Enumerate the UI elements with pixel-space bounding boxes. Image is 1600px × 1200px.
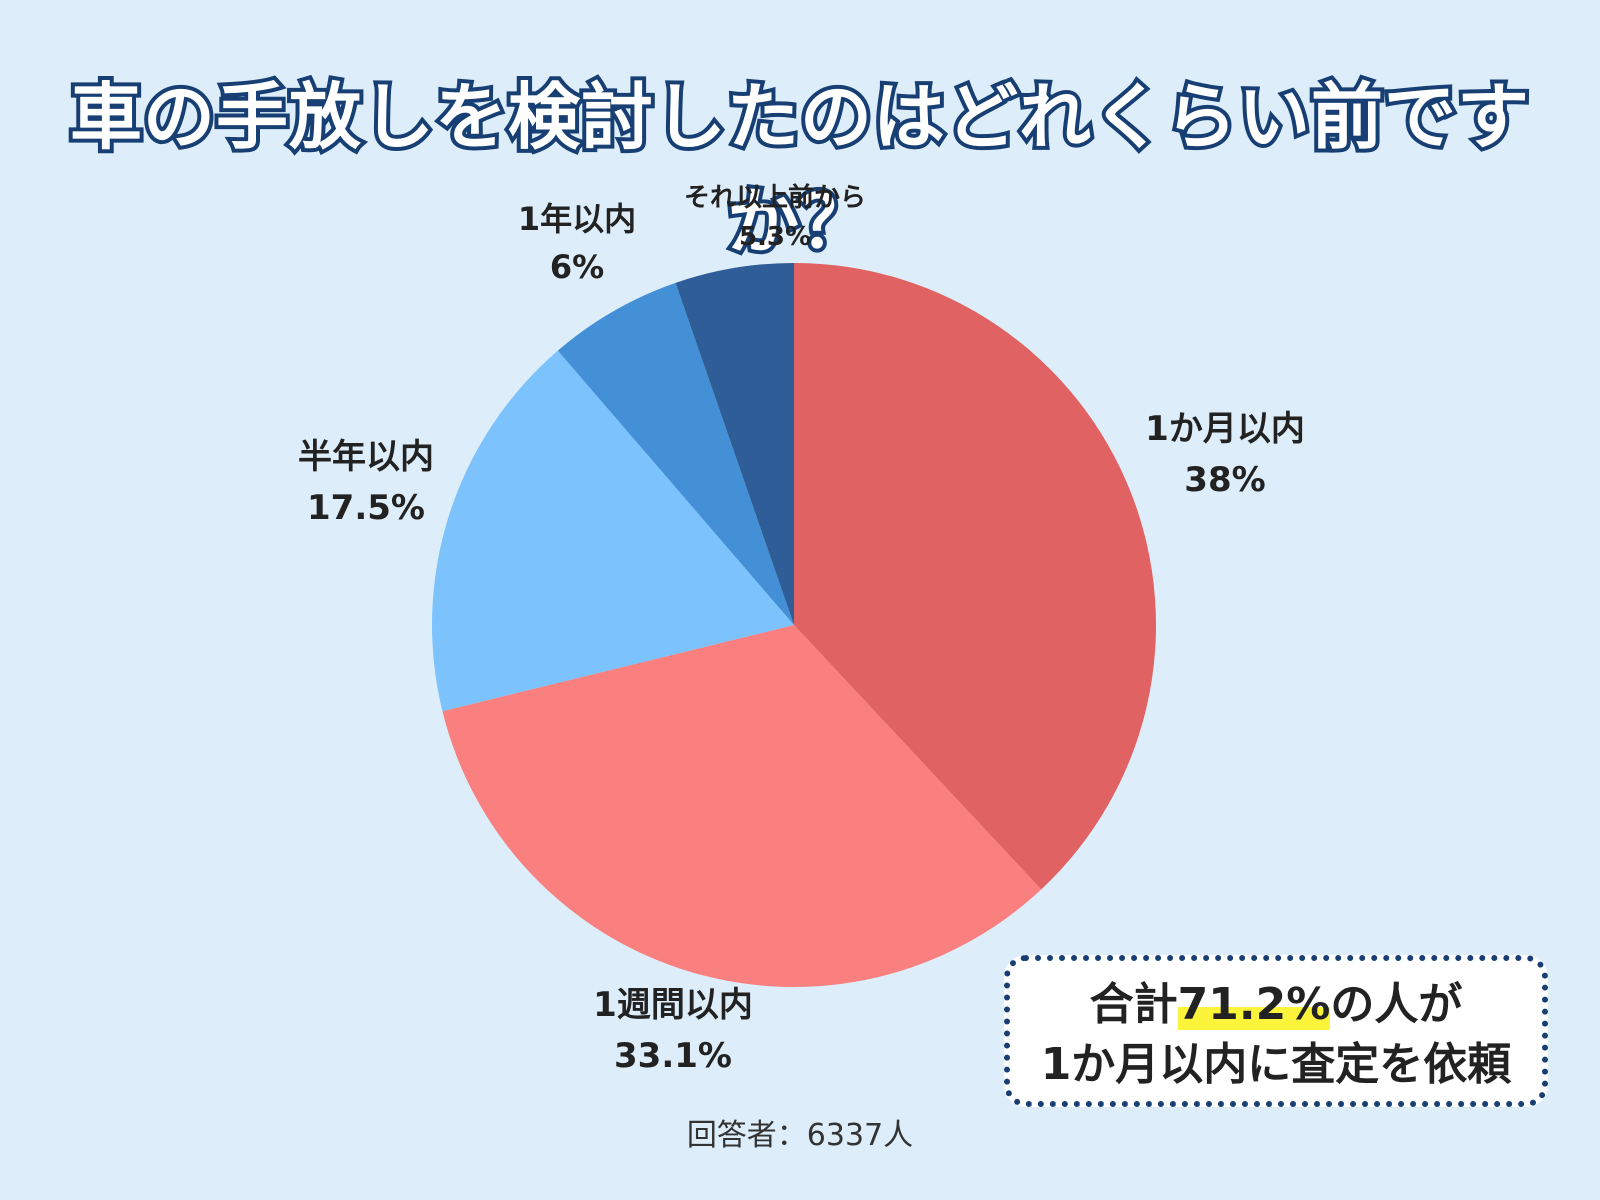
summary-box: 合計71.2%の人が 1か月以内に査定を依頼: [1004, 955, 1548, 1107]
slice-label-5: それ以上前から: [684, 182, 866, 213]
summary-highlight: 71.2%: [1177, 979, 1331, 1030]
respondent-count: 回答者：6337人: [686, 1118, 914, 1153]
slice-value-3: 17.5%: [307, 488, 425, 528]
slice-value-5: 5.3%: [739, 222, 811, 252]
slice-label-3: 半年以内: [298, 437, 434, 477]
slice-value-1: 38%: [1184, 460, 1265, 500]
summary-line-2: 1か月以内に査定を依頼: [1040, 1039, 1512, 1090]
page-title: 車の手放しを検討したのはどれくらい前ですか？: [66, 71, 1533, 268]
summary-prefix: 合計: [1089, 979, 1178, 1030]
pie-slices: [432, 263, 1156, 987]
slice-label-4: 1年以内: [518, 200, 636, 238]
slice-label-2: 1週間以内: [593, 985, 753, 1025]
pie-slice-2: [442, 625, 1042, 987]
slice-label-1: 1か月以内: [1145, 409, 1305, 449]
pie-slice-4: [557, 282, 794, 625]
slice-value-4: 6%: [550, 248, 604, 286]
pie-labels: 1か月以内 38% 1週間以内 33.1% 半年以内 17.5% 1年以内 6% それ以上前から…: [298, 182, 1305, 1076]
summary-line-1: 合計71.2%の人が: [1010, 975, 1542, 1035]
slice-value-2: 33.1%: [614, 1036, 732, 1076]
summary-suffix: の人が: [1330, 979, 1463, 1030]
pie-slice-5: [675, 263, 794, 625]
pie-slice-1: [794, 263, 1156, 890]
pie-slice-3: [432, 350, 794, 712]
